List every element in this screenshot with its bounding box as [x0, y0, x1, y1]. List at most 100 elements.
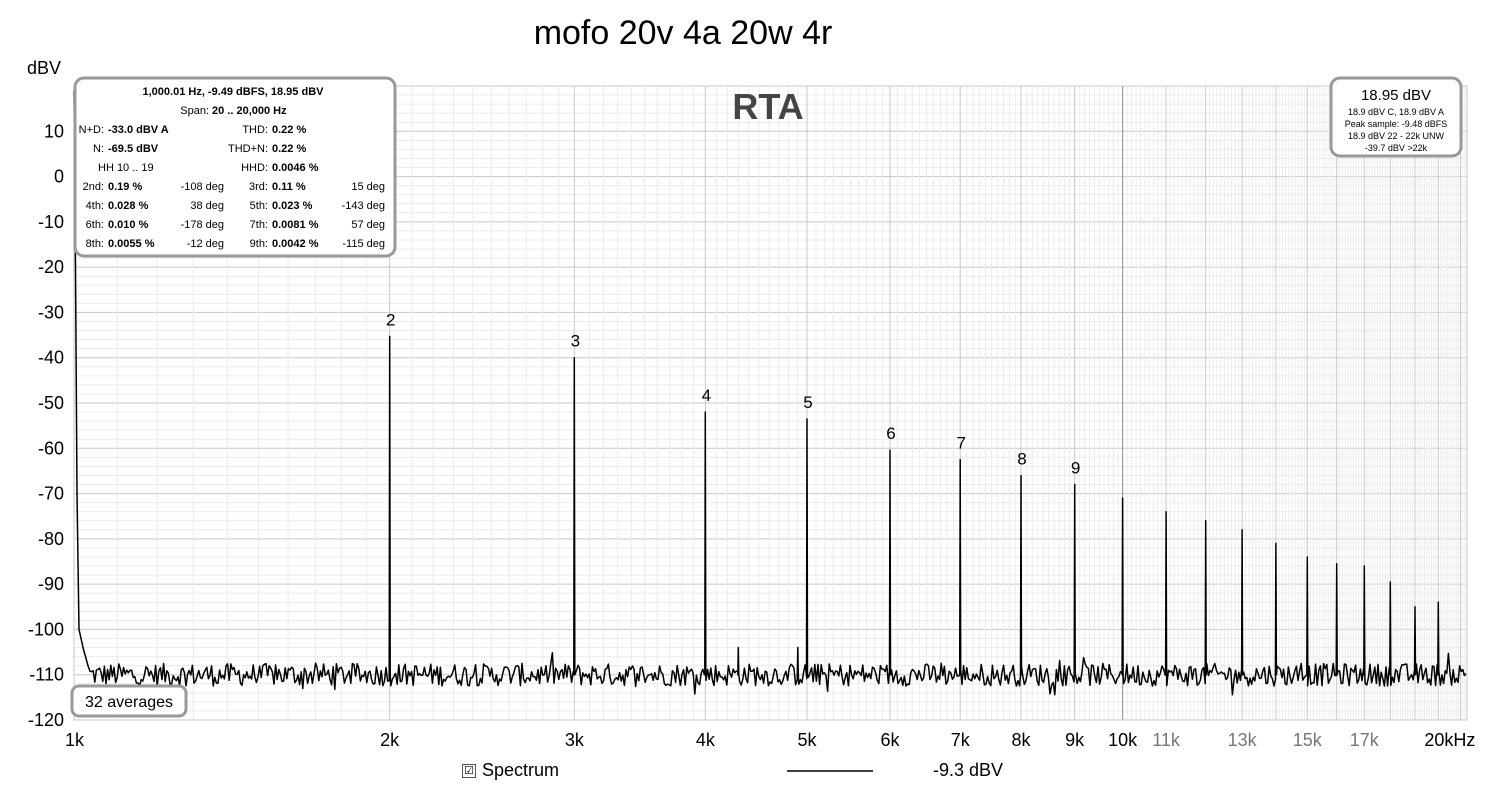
level-box-frame [1329, 76, 1463, 158]
h-phase: -115 deg [342, 238, 385, 250]
harmonic-row: 4th: 0.028 % 38 deg 5th: 0.023 % -143 de… [86, 200, 385, 212]
h-value: 0.010 % [108, 219, 149, 231]
averages-box: 32 averages [70, 684, 188, 718]
harmonic-label: 5 [803, 393, 812, 412]
plot-frame [73, 85, 1468, 721]
h-label: 8th: [86, 238, 104, 250]
h-value: 0.023 % [272, 200, 313, 212]
h-value: 0.0042 % [272, 238, 319, 250]
hhd-label: HHD: [241, 162, 268, 174]
x-tick-label: 8k [1012, 730, 1032, 750]
grid-lines [74, 85, 1467, 721]
n-label: N: [93, 143, 104, 155]
harmonic-label: 4 [702, 386, 711, 405]
harmonic-label: 9 [1071, 459, 1080, 478]
y-tick-label: -80 [38, 529, 64, 549]
info-header: 1,000.01 Hz, -9.49 dBFS, 18.95 dBV [143, 86, 325, 98]
y-tick-label: -10 [38, 212, 64, 232]
x-tick-label: 4k [696, 730, 716, 750]
h-value: 0.0055 % [108, 238, 155, 250]
h-value: 0.0081 % [272, 219, 319, 231]
x-tick-label: 1k [65, 730, 85, 750]
harmonic-label: 7 [956, 434, 965, 453]
hh-label: HH 10 .. 19 [98, 162, 154, 174]
thdn-label: THD+N: [228, 143, 268, 155]
h-phase: -178 deg [181, 219, 224, 231]
y-tick-label: -70 [38, 484, 64, 504]
rta-watermark: RTA [732, 86, 803, 127]
span-value: 20 .. 20,000 Hz [212, 105, 287, 117]
level-readout-box: 18.95 dBV 18.9 dBV C, 18.9 dBV A Peak sa… [1329, 76, 1463, 158]
y-tick-label: -90 [38, 574, 64, 594]
x-tick-label: 17k [1350, 730, 1380, 750]
h-label: 2nd: [83, 181, 104, 193]
y-axis-label: dBV [27, 58, 61, 78]
h-phase: 15 deg [351, 181, 385, 193]
h-label: 9th: [250, 238, 268, 250]
harmonic-label: 2 [386, 310, 395, 329]
h-value: 0.11 % [272, 181, 306, 193]
level-line-4: -39.7 dBV >22k [1365, 143, 1428, 153]
x-tick-label: 9k [1065, 730, 1085, 750]
averages-box-frame [70, 684, 188, 718]
y-tick-label: 10 [44, 121, 64, 141]
level-line-2: Peak sample: -9.48 dBFS [1345, 119, 1448, 129]
info-box-frame [73, 76, 397, 258]
chart-title: mofo 20v 4a 20w 4r [534, 14, 833, 52]
span-label: Span: [180, 105, 209, 117]
x-tick-label: 11k [1152, 730, 1181, 750]
harmonic-row: 6th: 0.010 % -178 deg 7th: 0.0081 % 57 d… [86, 219, 385, 231]
averages-label: 32 averages [85, 694, 173, 711]
x-tick-label: 13k [1228, 730, 1258, 750]
level-line-3: 18.9 dBV 22 - 22k UNW [1348, 131, 1445, 141]
harmonic-row: 2nd: 0.19 % -108 deg 3rd: 0.11 % 15 deg [83, 181, 385, 193]
x-tick-label: 10k [1108, 730, 1138, 750]
x-tick-label: 2k [380, 730, 400, 750]
hhd-value: 0.0046 % [272, 162, 319, 174]
distortion-info-box: 1,000.01 Hz, -9.49 dBFS, 18.95 dBV Span:… [73, 76, 397, 258]
spectrum-checkbox-icon[interactable]: ☑ [462, 764, 476, 779]
x-tick-label: 6k [880, 730, 900, 750]
h-label: 5th: [250, 200, 268, 212]
h-value: 0.028 % [108, 200, 149, 212]
x-tick-label: 3k [565, 730, 585, 750]
x-tick-label: 20kHz [1424, 730, 1475, 750]
harmonic-label: 3 [571, 332, 580, 351]
h-phase: 38 deg [190, 200, 224, 212]
level-line-1: 18.9 dBV C, 18.9 dBV A [1348, 107, 1444, 117]
x-tick-label: 15k [1293, 730, 1323, 750]
h-phase: -143 deg [342, 200, 385, 212]
h-label: 4th: [86, 200, 104, 212]
legend-value: -9.3 dBV [933, 760, 1004, 780]
y-tick-label: -100 [28, 619, 64, 639]
y-tick-label: -50 [38, 393, 64, 413]
nd-label: N+D: [79, 124, 104, 136]
harmonic-labels: 2 3 4 5 6 7 8 9 [386, 310, 1080, 477]
harmonic-label: 6 [886, 424, 895, 443]
h-label: 3rd: [249, 181, 268, 193]
y-tick-label: -30 [38, 302, 64, 322]
y-tick-label: -40 [38, 348, 64, 368]
x-tick-label: 5k [797, 730, 817, 750]
harmonic-label: 8 [1017, 449, 1026, 468]
h-phase: 57 deg [351, 219, 385, 231]
h-phase: -108 deg [181, 181, 224, 193]
h-value: 0.19 % [108, 181, 142, 193]
nd-value: -33.0 dBV A [108, 124, 169, 136]
h-label: 6th: [86, 219, 104, 231]
y-tick-labels: 10 0 -10 -20 -30 -40 -50 -60 -70 -80 -90 -100 -110 -1… [28, 121, 64, 730]
y-tick-label: -110 [29, 665, 64, 685]
legend-spectrum[interactable]: ☑ Spectrum [462, 760, 559, 781]
x-tick-labels: 1k 2k 3k 4k 5k 6k 7k 8k 9k 10k 11k 13k 15k 17k 20kHz [65, 730, 1475, 750]
y-tick-label: -60 [38, 438, 64, 458]
thd-value: 0.22 % [272, 124, 306, 136]
thdn-value: 0.22 % [272, 143, 306, 155]
spectrum-trace [73, 90, 1467, 696]
y-tick-label: 0 [54, 167, 64, 187]
level-main: 18.95 dBV [1361, 87, 1431, 104]
thd-label: THD: [242, 124, 268, 136]
legend-spectrum-label: Spectrum [482, 760, 560, 780]
x-tick-label: 7k [951, 730, 971, 750]
y-tick-label: -20 [38, 257, 64, 277]
